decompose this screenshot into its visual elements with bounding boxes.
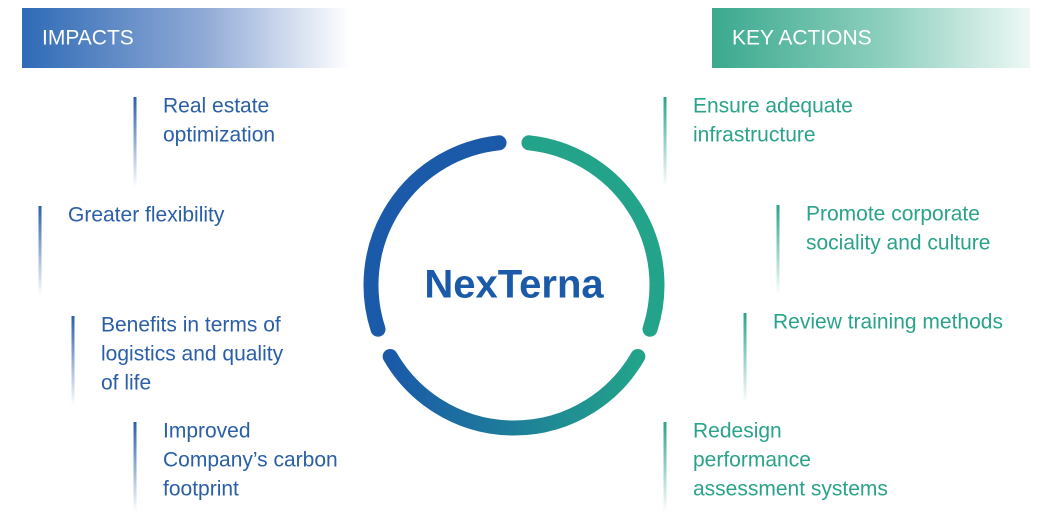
item-text: Review training methods bbox=[773, 311, 1003, 334]
item-text: Real estate bbox=[163, 95, 269, 118]
ring-arc bbox=[363, 135, 507, 337]
ring-arc bbox=[382, 349, 646, 436]
actions-header bbox=[712, 8, 1030, 68]
impacts-title: IMPACTS bbox=[42, 27, 134, 50]
item-text: assessment systems bbox=[693, 478, 888, 501]
item-text: of life bbox=[101, 372, 151, 395]
item-text: optimization bbox=[163, 124, 275, 147]
ring bbox=[363, 135, 665, 436]
item-text: Benefits in terms of bbox=[101, 314, 281, 337]
item-text: performance bbox=[693, 449, 811, 472]
item-text: sociality and culture bbox=[806, 232, 990, 255]
item-bar bbox=[743, 313, 747, 403]
item-text: Greater flexibility bbox=[68, 204, 225, 227]
item-bar bbox=[776, 205, 780, 295]
ring-arc bbox=[521, 135, 665, 337]
item-text: footprint bbox=[163, 478, 239, 501]
actions-title: KEY ACTIONS bbox=[732, 27, 872, 50]
item-bar bbox=[663, 422, 667, 512]
item-text: infrastructure bbox=[693, 124, 816, 147]
item-bar bbox=[133, 422, 137, 512]
item-text: Ensure adequate bbox=[693, 95, 853, 118]
item-bar bbox=[133, 97, 137, 187]
item-bar bbox=[663, 97, 667, 187]
item-bar bbox=[71, 316, 75, 406]
impacts-header bbox=[22, 8, 350, 68]
center-label: NexTerna bbox=[424, 263, 604, 307]
item-bar bbox=[38, 206, 42, 296]
item-text: Improved bbox=[163, 420, 251, 443]
item-text: logistics and quality bbox=[101, 343, 284, 366]
item-text: Redesign bbox=[693, 420, 782, 443]
item-text: Company’s carbon bbox=[163, 449, 338, 472]
item-text: Promote corporate bbox=[806, 203, 980, 226]
